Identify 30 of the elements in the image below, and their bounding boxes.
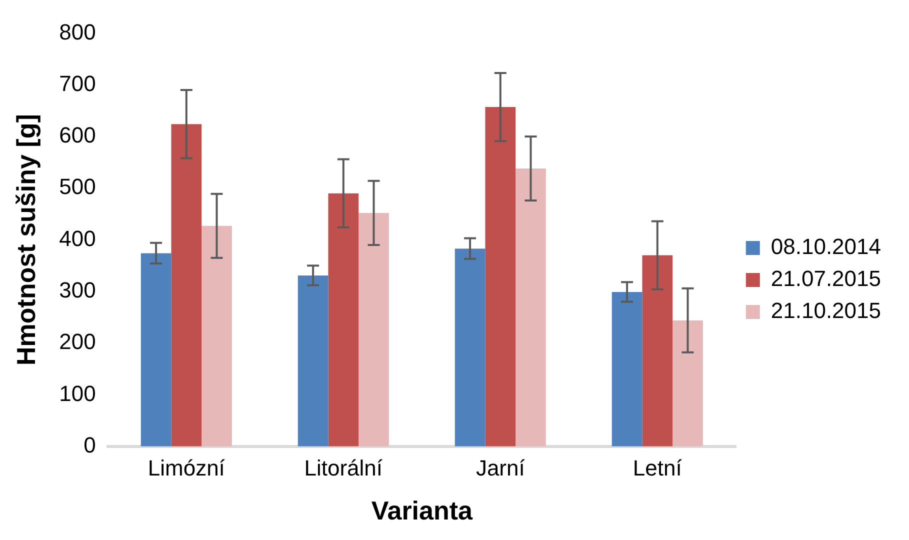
x-tick-label: Litorální — [304, 456, 383, 481]
x-tick-label: Jarní — [476, 456, 525, 481]
x-axis-title: Varianta — [371, 496, 474, 526]
y-tick-label: 600 — [59, 122, 96, 148]
y-tick-label: 200 — [59, 329, 96, 354]
bar — [485, 107, 516, 446]
bar — [328, 193, 359, 446]
bar — [612, 292, 642, 446]
bar — [202, 226, 232, 446]
bar — [140, 253, 172, 446]
bar — [516, 168, 546, 446]
bar — [298, 275, 328, 446]
x-tick-label: Limózní — [148, 456, 225, 481]
y-axis-title: Hmotnost sušiny [g] — [10, 114, 41, 366]
bar — [642, 255, 673, 446]
y-tick-label: 400 — [59, 226, 96, 251]
x-tick-label: Letní — [632, 456, 682, 481]
y-tick-label: 800 — [59, 19, 96, 44]
legend-label: 21.07.2015 — [770, 266, 881, 292]
bar — [454, 248, 486, 446]
y-tick-label: 700 — [59, 70, 96, 96]
bar — [358, 212, 389, 446]
y-tick-label: 100 — [59, 380, 96, 406]
y-tick-label: 300 — [59, 278, 96, 303]
bar — [672, 320, 703, 446]
legend-label: 08.10.2014 — [770, 234, 881, 260]
bar — [171, 124, 202, 446]
y-tick-label: 0 — [84, 432, 96, 458]
y-tick-label: 500 — [59, 174, 96, 200]
legend-label: 21.10.2015 — [770, 298, 881, 324]
